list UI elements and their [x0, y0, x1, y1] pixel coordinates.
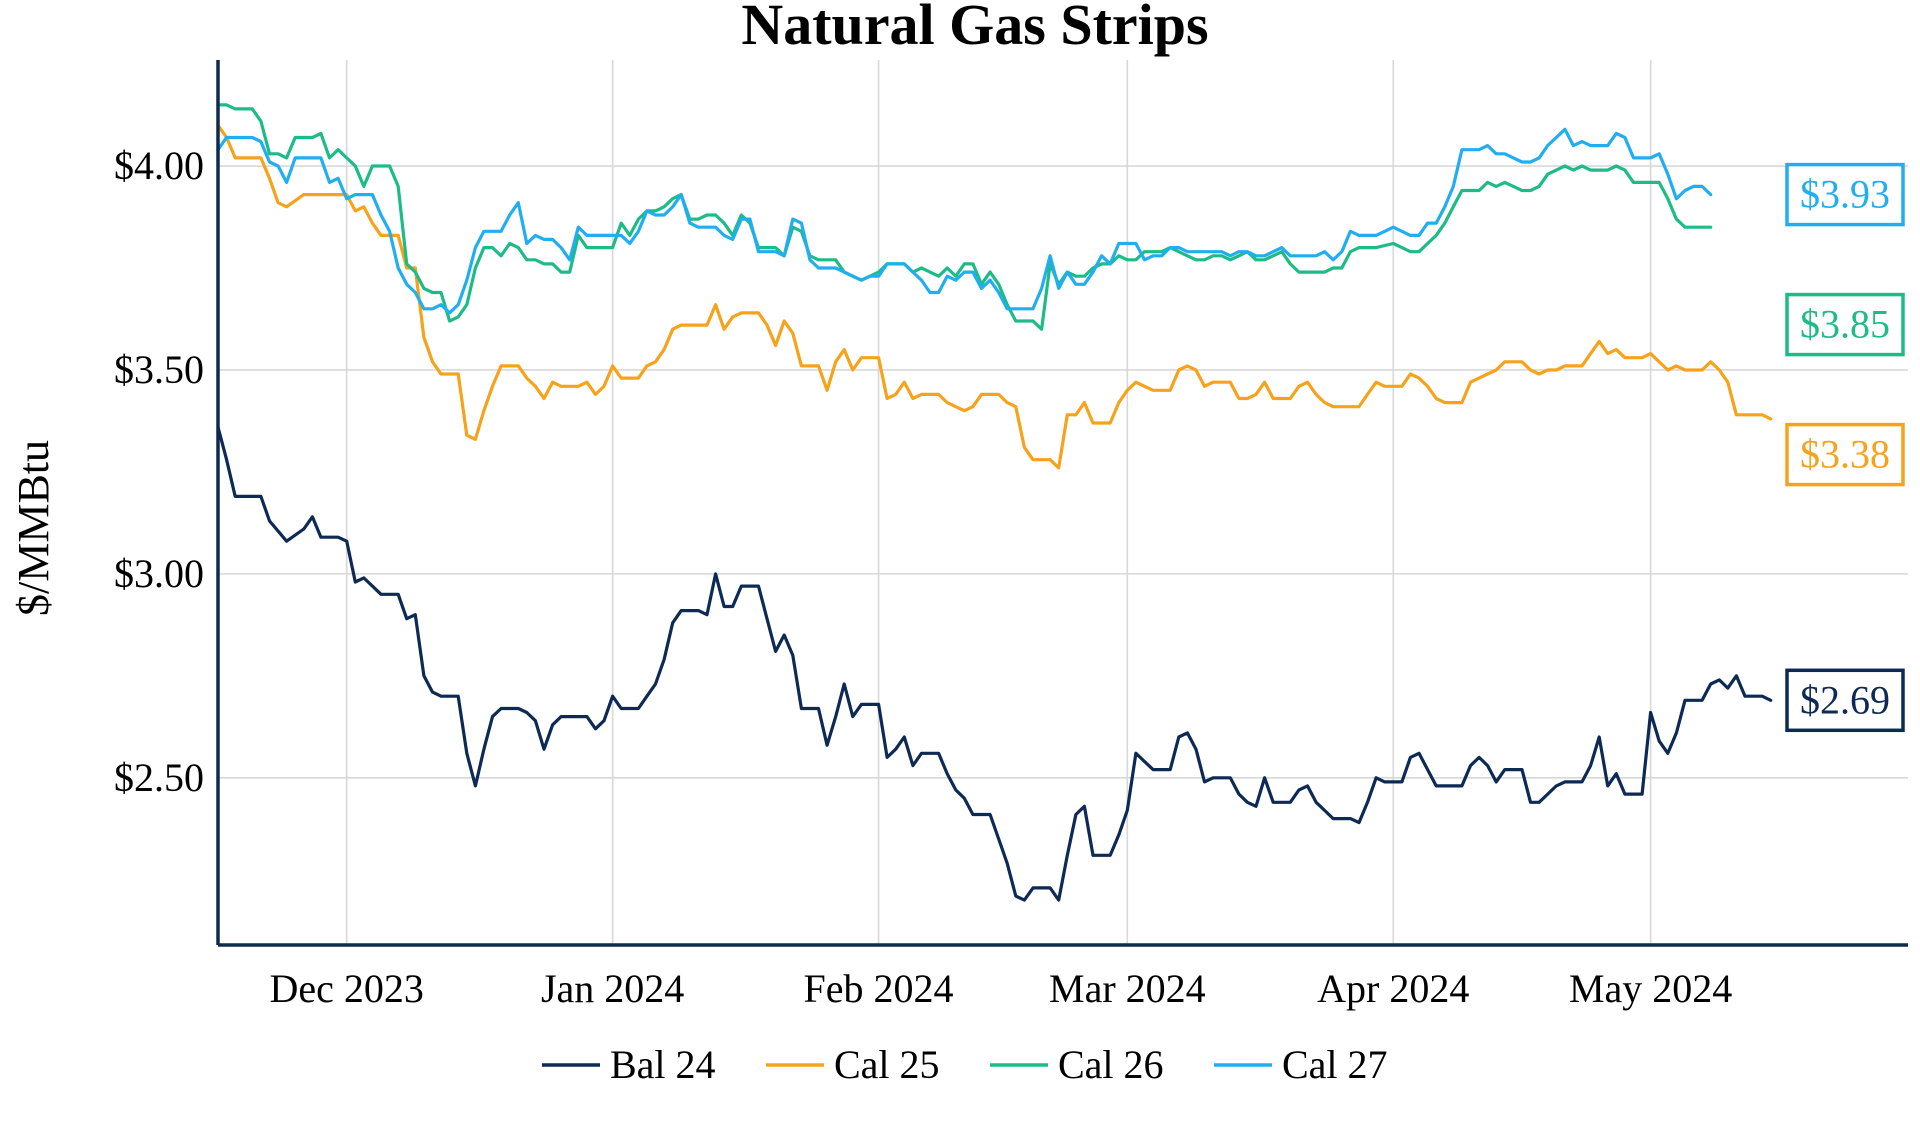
axes — [216, 60, 1908, 947]
x-tick-label: Dec 2023 — [269, 966, 423, 1011]
end-label-bal-24: $2.69 — [1785, 668, 1905, 733]
end-label-text: $3.93 — [1800, 172, 1890, 217]
series-line-bal-24 — [216, 425, 1773, 902]
end-label-cal-25: $3.38 — [1785, 422, 1905, 487]
legend-item-cal-26: Cal 26 — [990, 1042, 1164, 1087]
end-label-box — [1785, 422, 1905, 487]
legend-item-bal-24: Bal 24 — [542, 1042, 716, 1087]
legend: Bal 24 Cal 25 Cal 26 Cal 27 — [542, 1042, 1388, 1087]
y-tick-label: $2.50 — [114, 755, 204, 800]
x-tick-label: Mar 2024 — [1049, 966, 1206, 1011]
end-label-box — [1785, 162, 1905, 227]
end-label-text: $3.38 — [1800, 432, 1890, 477]
legend-label: Cal 25 — [834, 1042, 940, 1087]
gridlines — [218, 60, 1908, 945]
y-axis-label: $/MMBtu — [9, 440, 58, 616]
end-label-box — [1785, 668, 1905, 733]
legend-item-cal-27: Cal 27 — [1214, 1042, 1388, 1087]
series-lines — [216, 103, 1773, 902]
series-line-cal-25 — [216, 123, 1773, 470]
legend-label: Bal 24 — [610, 1042, 716, 1087]
y-tick-label: $4.00 — [114, 143, 204, 188]
series-line-cal-27 — [216, 127, 1713, 315]
end-label-text: $3.85 — [1800, 302, 1890, 347]
end-label-text: $2.69 — [1800, 677, 1890, 722]
x-tick-label: May 2024 — [1569, 966, 1732, 1011]
end-label-cal-27: $3.93 — [1785, 162, 1905, 227]
x-tick-label: Apr 2024 — [1317, 966, 1469, 1011]
legend-label: Cal 26 — [1058, 1042, 1164, 1087]
x-tick-label: Jan 2024 — [541, 966, 684, 1011]
x-tick-label: Feb 2024 — [804, 966, 954, 1011]
series-line-cal-26 — [216, 103, 1713, 331]
y-tick-label: $3.50 — [114, 347, 204, 392]
y-tick-label: $3.00 — [114, 551, 204, 596]
end-value-labels: $3.93 $3.85 $3.38 $2.69 — [1785, 162, 1905, 733]
end-label-box — [1785, 292, 1905, 357]
chart-title: Natural Gas Strips — [741, 0, 1208, 57]
legend-item-cal-25: Cal 25 — [766, 1042, 940, 1087]
tick-labels: $2.50 $3.00 $3.50 $4.00 Dec 2023 Jan 2024 Feb … — [114, 143, 1732, 1011]
end-label-cal-26: $3.85 — [1785, 292, 1905, 357]
legend-label: Cal 27 — [1282, 1042, 1388, 1087]
